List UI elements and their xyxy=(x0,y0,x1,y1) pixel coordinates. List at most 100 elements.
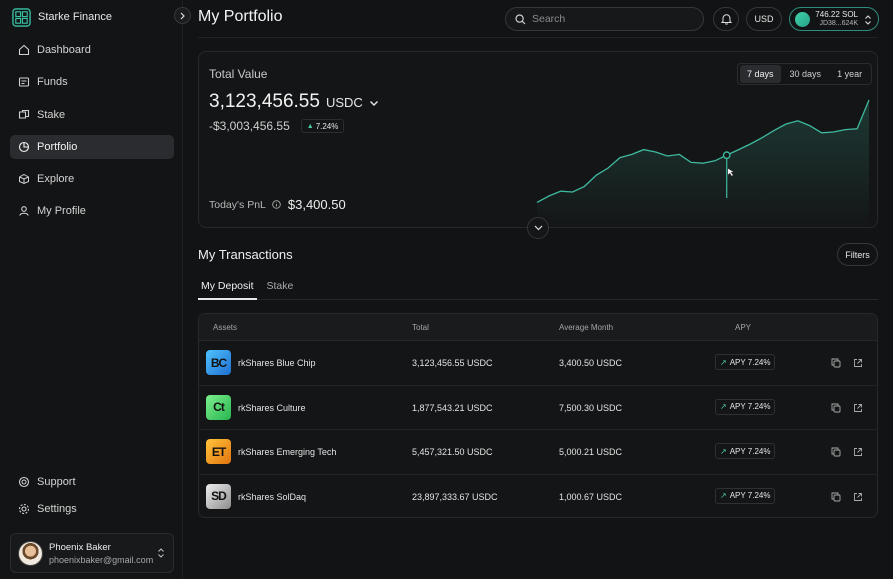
apy-value: APY 7.24% xyxy=(729,402,771,411)
range-selector: 7 days 30 days 1 year xyxy=(737,63,873,85)
table-row[interactable]: SD rkShares SolDaq 23,897,333.67 USDC 1,… xyxy=(199,475,877,518)
column-header-apy: APY xyxy=(735,323,752,332)
wallet-avatar xyxy=(795,11,810,27)
range-7-days[interactable]: 7 days xyxy=(740,65,781,83)
info-icon[interactable] xyxy=(272,200,281,209)
column-header-total: Total xyxy=(412,323,429,332)
asset-average-month: 7,500.30 USDC xyxy=(559,402,623,413)
sidebar-item-label: Stake xyxy=(37,108,66,121)
transactions-title: My Transactions xyxy=(198,247,293,262)
currency-button[interactable]: USD xyxy=(746,7,782,31)
transactions-table: Assets Total Average Month APY BC rkShar… xyxy=(198,313,878,518)
chart-hover-point[interactable] xyxy=(722,151,731,160)
pnl-label: Today's PnL xyxy=(209,198,266,211)
wallet-address: JD38...624K xyxy=(819,20,858,27)
chevron-up-down-icon xyxy=(865,15,871,25)
bell-icon xyxy=(720,14,732,25)
total-value-unit: USDC xyxy=(325,95,363,110)
table-row[interactable]: ET rkShares Emerging Tech 5,457,321.50 U… xyxy=(199,430,877,475)
arrow-up-right-icon: ↗ xyxy=(720,491,727,500)
filters-button[interactable]: Filters xyxy=(837,243,878,266)
chevron-up-down-icon xyxy=(158,548,164,558)
range-30-days[interactable]: 30 days xyxy=(789,69,822,79)
sidebar-item-label: Portfolio xyxy=(37,140,78,153)
arrow-up-right-icon: ↗ xyxy=(720,402,727,411)
sidebar-item-explore[interactable]: Explore xyxy=(10,167,174,191)
portfolio-icon xyxy=(18,141,30,152)
support-icon xyxy=(18,476,30,488)
asset-logo: SD xyxy=(206,483,231,509)
asset-logo: BC xyxy=(206,350,231,375)
asset-total: 1,877,543.21 USDC xyxy=(412,402,493,413)
portfolio-chart[interactable] xyxy=(199,52,878,228)
expand-chart-button[interactable] xyxy=(527,217,549,239)
sidebar-item-stake[interactable]: Stake xyxy=(10,103,174,127)
stake-icon xyxy=(18,109,30,119)
user-name: Phoenix Baker xyxy=(49,541,111,553)
sidebar-item-support[interactable]: Support xyxy=(10,470,174,494)
copy-icon[interactable] xyxy=(831,358,841,368)
asset-name: rkShares Blue Chip xyxy=(238,358,316,368)
transactions-tabs: My Deposit Stake xyxy=(198,276,878,300)
sidebar-item-dashboard[interactable]: Dashboard xyxy=(10,38,174,62)
table-header: Assets Total Average Month APY xyxy=(199,314,877,341)
wallet-info: 746.22 SOL JD38...624K xyxy=(814,10,858,28)
asset-average-month: 3,400.50 USDC xyxy=(559,358,623,368)
asset-total: 5,457,321.50 USDC xyxy=(412,447,493,457)
sidebar-item-label: Dashboard xyxy=(37,44,91,56)
chart-series-line xyxy=(536,99,870,203)
arrow-up-right-icon: ↗ xyxy=(720,357,727,367)
funds-icon xyxy=(18,77,30,87)
chart-area xyxy=(537,100,869,227)
search-input[interactable] xyxy=(532,13,692,25)
arrow-up-right-icon: ↗ xyxy=(720,446,727,456)
sidebar-item-funds[interactable]: Funds xyxy=(10,70,174,94)
asset-logo: ET xyxy=(206,439,231,464)
external-link-icon[interactable] xyxy=(853,403,863,413)
sidebar-item-portfolio[interactable]: Portfolio xyxy=(10,134,174,159)
table-row[interactable]: Ct rkShares Culture 1,877,543.21 USDC 7,… xyxy=(199,386,877,430)
logo-icon xyxy=(12,7,31,27)
value-change: -$3,003,456.55 ▲ 7.24% xyxy=(209,119,345,133)
portfolio-card: Total Value 3,123,456.55 USDC -$3,003,45… xyxy=(198,51,878,228)
sidebar-item-settings[interactable]: Settings xyxy=(10,497,174,521)
column-header-average-month: Average Month xyxy=(559,323,614,332)
tab-my-deposit[interactable]: My Deposit xyxy=(198,276,257,300)
asset-average-month: 5,000.21 USDC xyxy=(559,447,623,457)
notifications-button[interactable] xyxy=(713,7,739,31)
copy-icon[interactable] xyxy=(831,492,841,502)
sidebar-collapse-button[interactable] xyxy=(174,7,191,24)
copy-icon[interactable] xyxy=(831,403,841,413)
search-box[interactable] xyxy=(505,7,704,31)
asset-name: rkShares Emerging Tech xyxy=(238,447,337,457)
chevron-down-icon xyxy=(534,225,542,231)
chevron-down-icon xyxy=(369,101,378,106)
range-1-year[interactable]: 1 year xyxy=(837,69,863,79)
change-percent-badge: ▲ 7.24% xyxy=(300,119,345,133)
table-row[interactable]: BC rkShares Blue Chip 3,123,456.55 USDC … xyxy=(199,341,877,386)
total-value[interactable]: 3,123,456.55 USDC xyxy=(209,91,379,113)
change-percent: 7.24% xyxy=(315,121,339,131)
external-link-icon[interactable] xyxy=(853,492,863,502)
total-value-amount: 3,123,456.55 xyxy=(209,91,320,112)
user-card[interactable]: Phoenix Baker phoenixbaker@gmail.com xyxy=(10,533,174,573)
external-link-icon[interactable] xyxy=(853,447,863,457)
sidebar-item-label: Funds xyxy=(37,76,68,89)
wallet-button[interactable]: 746.22 SOL JD38...624K xyxy=(789,7,879,31)
sidebar-item-my-profile[interactable]: My Profile xyxy=(10,199,174,223)
sidebar-item-label: Support xyxy=(37,476,76,488)
user-info: Phoenix Baker phoenixbaker@gmail.com xyxy=(49,542,153,565)
total-value-label: Total Value xyxy=(209,67,268,81)
search-icon xyxy=(515,13,526,24)
todays-pnl: Today's PnL $3,400.50 xyxy=(209,197,346,212)
chevron-right-icon xyxy=(180,12,185,19)
apy-badge: ↗ APY 7.24% xyxy=(715,398,776,415)
apy-badge: ↗ APY 7.24% xyxy=(715,487,776,504)
brand[interactable]: Starke Finance xyxy=(12,7,112,27)
tab-stake[interactable]: Stake xyxy=(266,280,294,292)
profile-icon xyxy=(19,206,29,217)
sidebar-item-label: Settings xyxy=(37,503,77,515)
copy-icon[interactable] xyxy=(831,447,841,457)
external-link-icon[interactable] xyxy=(853,358,863,368)
apy-badge: ↗ APY 7.24% xyxy=(715,443,776,459)
